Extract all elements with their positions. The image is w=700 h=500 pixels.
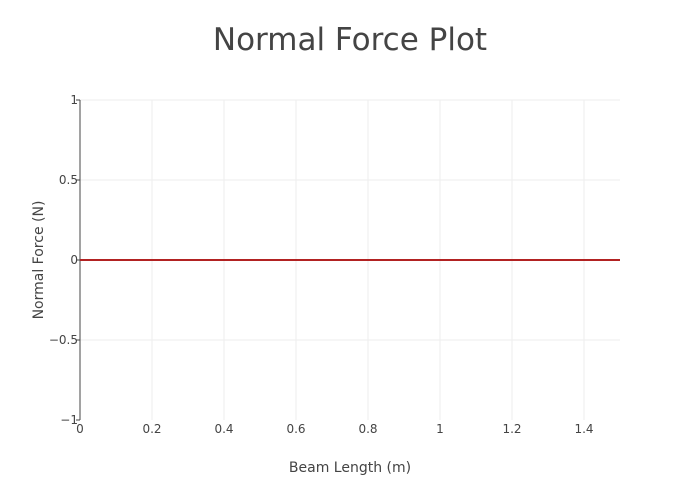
- chart-title: Normal Force Plot: [213, 22, 487, 58]
- y-tick-label: 0: [70, 253, 78, 267]
- x-axis-title: Beam Length (m): [289, 460, 411, 476]
- y-tick-label: −0.5: [49, 333, 78, 347]
- x-tick-label: 1.2: [502, 422, 521, 436]
- x-tick-label: 1: [436, 422, 444, 436]
- x-tick-label: 0.4: [214, 422, 233, 436]
- x-tick-label: 0.2: [142, 422, 161, 436]
- y-axis-title: Normal Force (N): [31, 201, 47, 320]
- x-tick-label: 0: [76, 422, 84, 436]
- tick-labels: −1 −0.5 0 0.5 1 0 0.2 0.4 0.6 0.8 1 1.2 1.4: [49, 93, 594, 436]
- x-tick-label: 0.6: [286, 422, 305, 436]
- y-tick-label: 0.5: [59, 173, 78, 187]
- y-tick-label: −1: [60, 413, 78, 427]
- x-tick-label: 0.8: [358, 422, 377, 436]
- x-tick-label: 1.4: [574, 422, 593, 436]
- y-tick-label: 1: [70, 93, 78, 107]
